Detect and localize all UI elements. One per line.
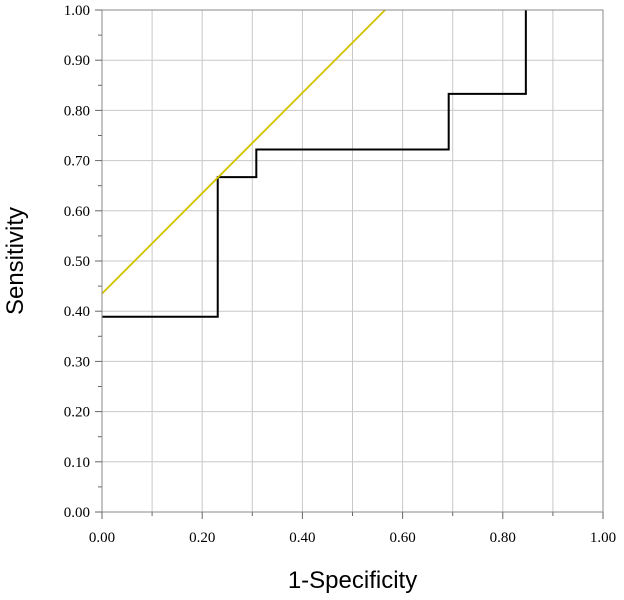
y-tick-label: 0.20 [64,405,90,421]
series-layer [101,9,527,318]
x-axis-title: 1-Specificity [288,567,417,594]
y-tick-label: 0.00 [64,505,90,521]
x-axis-ticks: 0.00 0.20 0.40 0.60 0.80 1.00 [89,512,616,546]
x-tick-label: 0.40 [289,530,315,546]
x-tick-label: 0.60 [389,530,415,546]
y-tick-label: 0.10 [64,455,90,471]
y-axis-ticks: 0.00 0.10 0.20 0.30 0.40 0.50 0.60 0.70 0.80 0.90… [64,3,102,521]
grid-lines [102,10,603,512]
x-tick-label: 1.00 [590,530,616,546]
reference-line [101,9,386,295]
roc-curve-line [102,10,527,318]
y-tick-label: 0.60 [64,204,90,220]
x-tick-label: 0.80 [490,530,516,546]
x-tick-label: 0.20 [189,530,215,546]
y-axis-title: Sensitivity [2,207,29,315]
y-tick-label: 0.90 [64,53,90,69]
y-tick-label: 0.50 [64,254,90,270]
y-tick-label: 1.00 [64,3,90,19]
y-tick-label: 0.70 [64,154,90,170]
x-tick-label: 0.00 [89,530,115,546]
y-tick-label: 0.80 [64,103,90,119]
y-tick-label: 0.30 [64,354,90,370]
y-tick-label: 0.40 [64,304,90,320]
minor-ticks [98,34,554,516]
